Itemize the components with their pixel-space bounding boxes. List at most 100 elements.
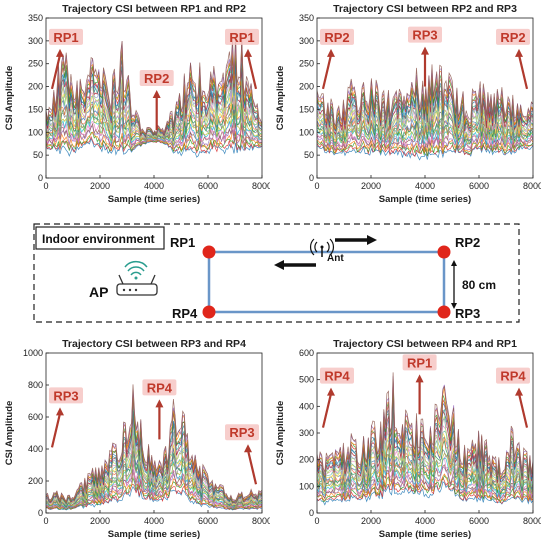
annotation-highlight [225, 424, 259, 441]
y-tick-label: 600 [299, 348, 314, 358]
series-line [317, 404, 533, 484]
annotation-arrow [50, 413, 62, 448]
y-tick-label: 350 [28, 13, 43, 23]
y-tick-label: 0 [309, 173, 314, 183]
y-axis-label: CSI Amplitude [275, 66, 286, 131]
annotation-arrowhead [244, 48, 252, 57]
annotation-arrow [246, 449, 258, 485]
y-tick-label: 600 [28, 412, 43, 422]
annotation-arrowhead [515, 387, 523, 396]
y-tick-label: 50 [304, 150, 314, 160]
annotation-label: RP2 [500, 30, 525, 45]
series-line [46, 72, 262, 138]
series-line [46, 49, 262, 136]
annotation-arrowhead [421, 46, 429, 55]
annotation-highlight [49, 28, 83, 45]
rp4-label: RP4 [172, 306, 198, 321]
x-tick-label: 4000 [415, 181, 435, 191]
series-line [46, 111, 262, 146]
x-tick-label: 2000 [361, 181, 381, 191]
distance-label: 80 cm [462, 278, 496, 292]
rp3-label: RP3 [455, 306, 480, 321]
x-tick-label: 0 [314, 516, 319, 526]
y-tick-label: 0 [38, 508, 43, 518]
y-tick-label: 300 [299, 428, 314, 438]
x-tick-label: 8000 [252, 181, 270, 191]
x-tick-label: 0 [43, 181, 48, 191]
right-arrow-icon [335, 235, 377, 245]
series-line [317, 372, 533, 476]
x-tick-label: 0 [314, 181, 319, 191]
series-line [46, 105, 262, 146]
router-icon [116, 260, 158, 296]
chart-title: Trajectory CSI between RP1 and RP2 [62, 3, 246, 15]
y-tick-label: 100 [299, 127, 314, 137]
environment-border [33, 223, 520, 323]
annotation-arrow [321, 54, 333, 90]
series-line [317, 387, 533, 479]
series-group [317, 64, 533, 161]
series-line [46, 94, 262, 142]
annotation-highlight [496, 28, 530, 45]
x-tick-label: 8000 [523, 516, 541, 526]
annotation-label: RP4 [147, 380, 173, 395]
series-line [46, 34, 262, 136]
x-tick-label: 2000 [90, 181, 110, 191]
annotation-arrowhead [56, 48, 64, 57]
y-tick-label: 200 [299, 82, 314, 92]
y-tick-label: 350 [299, 13, 314, 23]
annotation-highlight [496, 367, 530, 384]
x-tick-label: 4000 [415, 516, 435, 526]
x-tick-label: 2000 [90, 516, 110, 526]
y-tick-label: 100 [299, 481, 314, 491]
y-axis-label: CSI Amplitude [275, 401, 286, 466]
series-line [46, 469, 262, 510]
annotation-highlight [320, 367, 354, 384]
trajectory-path [207, 250, 446, 314]
annotation-highlight [49, 387, 83, 404]
y-axis-label: CSI Amplitude [4, 401, 15, 466]
y-tick-label: 400 [28, 444, 43, 454]
annotation-label: RP4 [324, 369, 350, 384]
rp2-label: RP2 [455, 235, 480, 250]
indoor-environment-diagram: Indoor environment AP RP1 RP2 RP3 RP4 An… [33, 223, 520, 323]
annotation-label: RP3 [412, 28, 437, 43]
annotation-highlight [142, 379, 177, 396]
annotation-highlight [225, 28, 259, 45]
series-line [46, 483, 262, 510]
x-tick-label: 4000 [144, 516, 164, 526]
annotation-arrowhead [415, 374, 424, 383]
y-tick-label: 200 [28, 82, 43, 92]
y-tick-label: 50 [33, 150, 43, 160]
annotation-label: RP1 [53, 30, 78, 45]
annotation-highlight [408, 26, 442, 43]
annotation-highlight [402, 354, 437, 371]
annotation-arrowhead [155, 399, 164, 408]
annotation-highlight [139, 70, 174, 86]
series-line [46, 384, 262, 503]
ant-label: Ant [327, 253, 344, 264]
x-axis-label: Sample (time series) [108, 194, 200, 205]
annotation-arrow [246, 54, 258, 90]
annotation-arrowhead [327, 387, 335, 396]
y-axis-label: CSI Amplitude [4, 66, 15, 131]
antenna-icon [310, 238, 334, 257]
left-arrow-icon [274, 260, 316, 270]
y-tick-label: 400 [299, 401, 314, 411]
series-group [46, 34, 262, 158]
annotation-arrow [517, 54, 529, 90]
annotation-arrow [50, 54, 62, 90]
y-tick-label: 250 [299, 59, 314, 69]
chart-title: Trajectory CSI between RP4 and RP1 [333, 338, 517, 350]
x-tick-label: 2000 [361, 516, 381, 526]
series-line [317, 145, 533, 161]
x-tick-label: 8000 [252, 516, 270, 526]
series-group [46, 384, 262, 511]
rp2-point [437, 245, 451, 259]
series-line [317, 108, 533, 141]
y-tick-label: 800 [28, 380, 43, 390]
y-tick-label: 150 [28, 104, 43, 114]
series-line [317, 125, 533, 148]
x-tick-label: 4000 [144, 181, 164, 191]
x-axis-label: Sample (time series) [108, 529, 200, 540]
